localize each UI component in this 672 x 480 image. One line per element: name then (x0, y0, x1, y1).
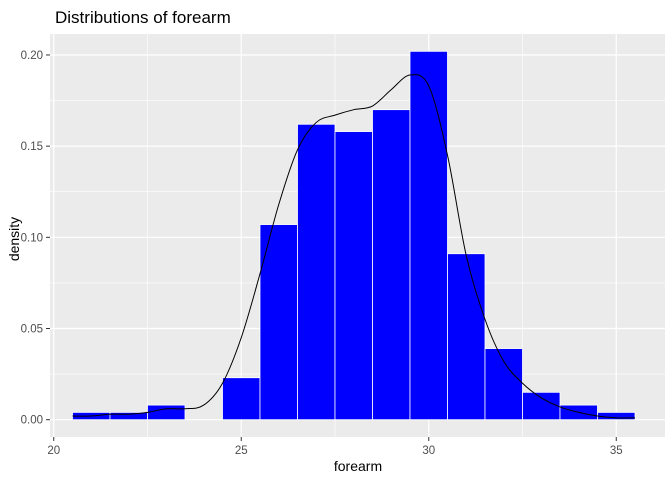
histogram-bar (147, 404, 186, 421)
density-curve (72, 74, 636, 419)
histogram-bar (222, 377, 261, 421)
histogram-bar (484, 348, 523, 421)
x-tick-label: 30 (422, 445, 435, 457)
y-tick-label: 0.10 (21, 232, 43, 244)
y-tick-label: 0.00 (21, 415, 43, 427)
bars-group (72, 50, 636, 421)
x-tick-label: 25 (235, 445, 248, 457)
histogram-bar (447, 253, 486, 421)
y-tick-label: 0.15 (21, 141, 43, 153)
histogram-bar (597, 411, 636, 421)
x-axis-title: forearm (334, 458, 382, 474)
histogram-bar (372, 109, 411, 421)
x-tick-label: 35 (610, 445, 623, 457)
histogram-bar (334, 131, 373, 421)
y-axis-title: density (6, 217, 22, 261)
histogram-bar (409, 50, 448, 421)
chart-title: Distributions of forearm (55, 8, 231, 27)
histogram-bar (259, 224, 298, 421)
y-axis: 0.00 0.05 0.10 0.15 0.20 (21, 50, 50, 427)
x-tick-label: 20 (47, 445, 60, 457)
y-tick-label: 0.20 (21, 50, 43, 62)
histogram-bar (522, 391, 561, 421)
x-axis: 20 25 30 35 (47, 437, 623, 457)
y-tick-label: 0.05 (21, 324, 43, 336)
histogram-bar (297, 123, 336, 421)
